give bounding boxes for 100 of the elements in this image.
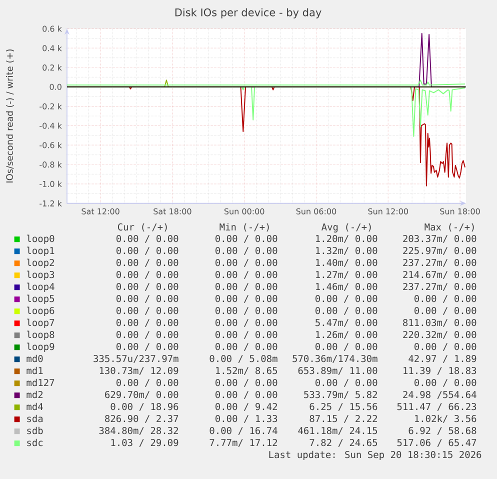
legend-label: md127 <box>26 378 54 386</box>
x-tick-label: Sun 06:00 <box>296 208 336 214</box>
text: Min (-/+) <box>220 223 269 232</box>
text: 7.82 / 24.65 <box>310 438 378 447</box>
text: 24.98 /554.64 <box>403 390 476 399</box>
legend-label: md4 <box>26 402 43 410</box>
text: 335.57u/237.97m <box>94 354 178 363</box>
text: 42.97 / 1.89 <box>408 354 476 363</box>
text: 0.00 / 0.00 <box>116 282 178 291</box>
text: 5.47m/ 0.00 <box>316 318 378 327</box>
legend-label: md2 <box>26 390 43 398</box>
text: 0.00 / 0.00 <box>116 306 178 315</box>
text: 1.03 / 29.09 <box>111 438 178 447</box>
text: 0.00 / 0.00 <box>116 378 178 387</box>
text: 0.00 / 0.00 <box>116 234 178 243</box>
text: 0.00 / 0.00 <box>216 270 278 279</box>
x-tick-label: Sat 18:00 <box>154 208 192 214</box>
text: 0.00 / 0.00 <box>414 342 476 351</box>
legend-label: sdb <box>27 426 43 434</box>
legend-label: loop2 <box>26 258 54 268</box>
text: 0.00 / 0.00 <box>414 294 476 303</box>
legend-label: loop7 <box>26 318 54 328</box>
text: 517.06 / 65.47 <box>397 438 476 447</box>
text: 0.00 / 16.74 <box>210 426 278 435</box>
legend-label: loop5 <box>26 294 54 304</box>
text: 0.00 / 0.00 <box>216 330 278 339</box>
text: 570.36m/174.30m <box>292 354 378 363</box>
text: 461.18m/ 24.15 <box>298 426 378 435</box>
text: Avg (-/+) <box>322 223 371 232</box>
text: 1.26m/ 0.00 <box>316 330 378 339</box>
text: 1.52m/ 8.65 <box>216 366 278 375</box>
legend-label: loop4 <box>26 282 54 292</box>
y-tick-label: -1.2 k <box>40 200 62 206</box>
text: Max (-/+) <box>424 223 474 232</box>
text: 0.00 / 0.00 <box>116 246 178 255</box>
text: 0.00 / 0.00 <box>116 330 178 339</box>
legend-label: loop0 <box>26 234 54 244</box>
legend-label: loop1 <box>26 246 54 256</box>
text: 0.00 / 0.00 <box>216 282 278 291</box>
y-tick-label: -0.8 k <box>40 161 62 168</box>
text: 6.25 / 15.56 <box>310 402 378 411</box>
y-tick-label: -0.4 k <box>40 122 62 129</box>
text: 1.46m/ 0.00 <box>316 282 378 291</box>
text: Last update: Sun Sep 20 18:30:15 2026 <box>269 450 482 460</box>
y-tick-label: 0.0 <box>50 84 62 90</box>
text: 0.00 / 0.00 <box>116 270 178 279</box>
text: 533.79m/ 5.82 <box>304 390 377 399</box>
text: 237.27m/ 0.00 <box>403 282 476 291</box>
text: 0.00 / 0.00 <box>216 390 278 399</box>
text: 826.90 / 2.37 <box>105 414 178 423</box>
text: 0.00 / 18.96 <box>110 402 178 411</box>
text: Cur (-/+) <box>118 223 167 232</box>
x-tick-label: Sun 00:00 <box>224 208 264 214</box>
text: 11.39 / 18.83 <box>404 366 476 375</box>
text: 214.67m/ 0.00 <box>403 270 476 279</box>
x-tick-label: Sat 12:00 <box>82 208 120 214</box>
legend-label: sdc <box>27 438 43 446</box>
text: 0.00 / 0.00 <box>316 294 378 303</box>
text: 0.00 / 0.00 <box>216 294 278 303</box>
text: 0.00 / 0.00 <box>116 294 178 303</box>
legend-label: loop6 <box>26 306 54 316</box>
x-tick-label: Sun 18:00 <box>440 208 480 214</box>
text: 0.00 / 0.00 <box>216 234 278 243</box>
text: 1.20m/ 0.00 <box>316 234 378 243</box>
text: 87.15 / 2.22 <box>310 414 377 423</box>
text: 629.70m/ 0.00 <box>105 390 178 399</box>
text: 1.40m/ 0.00 <box>316 258 378 267</box>
text: 237.27m/ 0.00 <box>403 258 476 267</box>
text: 0.00 / 0.00 <box>116 318 178 327</box>
x-tick-label: Sun 12:00 <box>368 208 408 214</box>
y-tick-label: 0.4 k <box>42 45 62 52</box>
legend-label: loop3 <box>26 270 54 280</box>
text: 811.03m/ 0.00 <box>403 318 476 327</box>
text: 0.00 / 0.00 <box>316 306 378 315</box>
legend-label: md0 <box>26 354 43 362</box>
text: 0.00 / 0.00 <box>116 258 178 267</box>
y-tick-label: -0.6 k <box>40 142 62 148</box>
text: 0.00 / 0.00 <box>316 378 378 387</box>
chart-title: Disk IOs per device - by day <box>175 8 322 18</box>
text: 0.00 / 0.00 <box>414 306 476 315</box>
text: 0.00 / 0.00 <box>216 378 278 387</box>
y-tick-label: 0.6 k <box>42 26 62 32</box>
y-axis-title: IOs/second read (-) / write (+) <box>6 49 14 182</box>
text: 225.97m/ 0.00 <box>403 246 476 255</box>
text: 511.47 / 66.23 <box>397 402 476 411</box>
text: 0.00 / 0.00 <box>216 258 278 267</box>
y-tick-label: -0.2 k <box>40 103 62 110</box>
y-tick-label: 0.2 k <box>42 64 62 71</box>
text: 0.00 / 0.00 <box>316 342 378 351</box>
text: 1.02k/ 3.56 <box>415 414 476 423</box>
text: 0.00 / 0.00 <box>414 378 476 387</box>
text: 1.32m/ 0.00 <box>316 246 378 255</box>
text: 0.00 / 0.00 <box>216 246 278 255</box>
text: 0.00 / 0.00 <box>216 342 278 351</box>
text: 220.32m/ 0.00 <box>403 330 476 339</box>
legend-label: sda <box>27 414 43 422</box>
text: 653.89m/ 11.00 <box>298 366 378 375</box>
text: 0.00 / 5.08m <box>210 354 278 363</box>
legend-label: md1 <box>26 366 43 374</box>
text: 0.00 / 9.42 <box>216 402 277 411</box>
